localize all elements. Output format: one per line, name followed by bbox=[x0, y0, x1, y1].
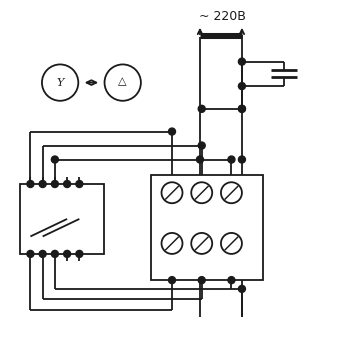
Circle shape bbox=[51, 156, 58, 163]
Circle shape bbox=[76, 181, 83, 188]
Circle shape bbox=[238, 58, 245, 65]
Bar bbox=[151, 175, 263, 280]
Circle shape bbox=[228, 276, 235, 284]
Bar bbox=[20, 184, 104, 254]
Circle shape bbox=[198, 105, 205, 112]
Text: ~ 220B: ~ 220B bbox=[199, 10, 246, 23]
Circle shape bbox=[198, 142, 205, 149]
Circle shape bbox=[168, 128, 176, 135]
Circle shape bbox=[238, 285, 245, 292]
Circle shape bbox=[64, 250, 71, 257]
Circle shape bbox=[64, 181, 71, 188]
Text: Y: Y bbox=[57, 78, 64, 87]
Circle shape bbox=[238, 156, 245, 163]
Circle shape bbox=[238, 82, 245, 90]
Circle shape bbox=[27, 181, 34, 188]
Circle shape bbox=[228, 156, 235, 163]
Circle shape bbox=[39, 181, 46, 188]
Circle shape bbox=[161, 182, 183, 203]
Circle shape bbox=[39, 250, 46, 257]
Circle shape bbox=[161, 233, 183, 254]
Circle shape bbox=[51, 250, 58, 257]
Circle shape bbox=[191, 233, 212, 254]
Circle shape bbox=[197, 156, 204, 163]
Circle shape bbox=[51, 181, 58, 188]
Circle shape bbox=[191, 182, 212, 203]
Circle shape bbox=[42, 64, 78, 101]
Circle shape bbox=[76, 250, 83, 257]
Circle shape bbox=[238, 105, 245, 112]
Circle shape bbox=[238, 105, 245, 112]
Circle shape bbox=[168, 276, 176, 284]
Text: △: △ bbox=[118, 76, 127, 87]
Circle shape bbox=[221, 233, 242, 254]
Circle shape bbox=[27, 250, 34, 257]
Circle shape bbox=[198, 276, 205, 284]
Circle shape bbox=[105, 64, 141, 101]
Circle shape bbox=[221, 182, 242, 203]
